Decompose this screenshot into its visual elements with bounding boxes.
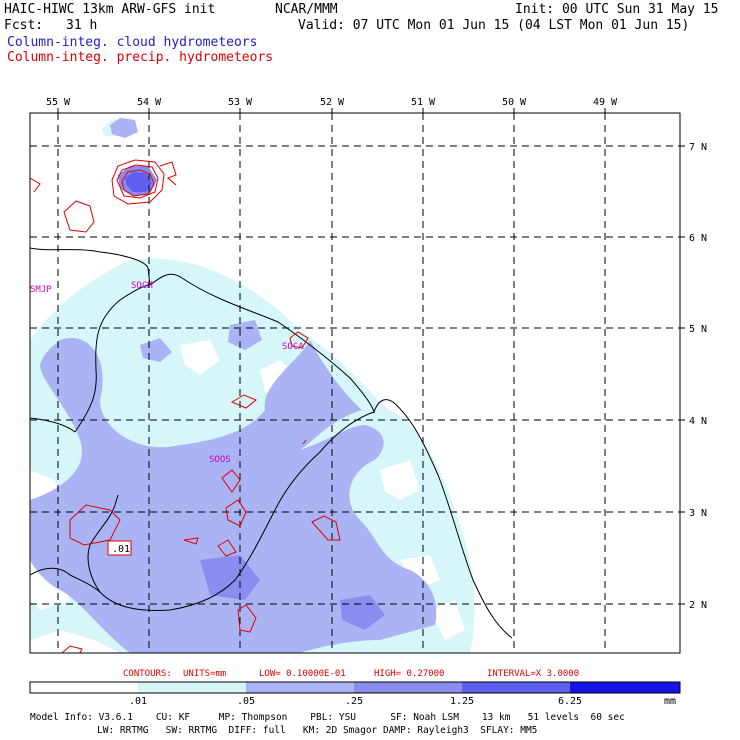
- precip-field-label: Column-integ. precip. hydrometeors: [7, 50, 274, 65]
- high-label: HIGH= 0.27000: [374, 669, 444, 679]
- contour-value-label: .01: [112, 544, 130, 555]
- station-soos: SOOS: [209, 455, 231, 465]
- model-title: HAIC-HIWC 13km ARW-GFS init: [4, 2, 216, 17]
- contours-label: CONTOURS:: [123, 669, 172, 679]
- lat-lon-grid: [30, 113, 680, 653]
- forecast-hours: 31 h: [66, 18, 98, 33]
- lat-label-7n: 7 N: [689, 142, 707, 153]
- colorbar-tick-4: 6.25: [558, 696, 582, 707]
- lon-label-52w: 52 W: [320, 97, 345, 108]
- colorbar-unit: mm: [664, 696, 676, 707]
- colorbar-tick-1: .05: [237, 696, 255, 707]
- station-socm: SOCM: [131, 281, 153, 291]
- low-label: LOW= 0.10000E-01: [259, 669, 346, 679]
- axis-ticks: [57, 108, 685, 605]
- init-time: Init: 00 UTC Sun 31 May 15: [515, 2, 719, 17]
- colorbar: [29, 681, 681, 694]
- lon-label-51w: 51 W: [411, 97, 436, 108]
- lon-label-53w: 53 W: [228, 97, 253, 108]
- precip-contours: [30, 159, 341, 653]
- valid-time: Valid: 07 UTC Mon 01 Jun 15 (04 LST Mon …: [298, 18, 690, 33]
- colorbar-tick-0: .01: [129, 696, 147, 707]
- lon-label-54w: 54 W: [137, 97, 162, 108]
- forecast-label: Fcst:: [4, 18, 44, 33]
- lon-label-50w: 50 W: [502, 97, 527, 108]
- map-frame: [29, 112, 681, 654]
- lat-label-5n: 5 N: [689, 324, 707, 335]
- cloud-field-label: Column-integ. cloud hydrometeors: [7, 35, 258, 50]
- contour-value-box: .01: [107, 540, 132, 556]
- interval-label: INTERVAL=X 3.0000: [487, 669, 579, 679]
- colorbar-tick-2: .25: [345, 696, 363, 707]
- lat-label-6n: 6 N: [689, 233, 707, 244]
- agency-label: NCAR/MMM: [275, 2, 338, 17]
- station-smjp: SMJP: [30, 285, 52, 295]
- land-outline: [30, 247, 513, 639]
- lat-label-2n: 2 N: [689, 600, 707, 611]
- lon-label-55w: 55 W: [46, 97, 71, 108]
- lat-label-3n: 3 N: [689, 508, 707, 519]
- colorbar-tick-3: 1.25: [450, 696, 474, 707]
- cloud-shading-dark: [118, 166, 385, 630]
- lon-label-49w: 49 W: [593, 97, 618, 108]
- model-info-line1: Model Info: V3.6.1 CU: KF MP: Thompson P…: [30, 712, 625, 723]
- cloud-shading-medium: [30, 118, 437, 653]
- lat-label-4n: 4 N: [689, 416, 707, 427]
- station-soca: SOCA: [282, 342, 304, 352]
- units-label: UNITS=mm: [183, 669, 226, 679]
- model-info-line2: LW: RRTMG SW: RRTMG DIFF: full KM: 2D Sm…: [97, 725, 538, 736]
